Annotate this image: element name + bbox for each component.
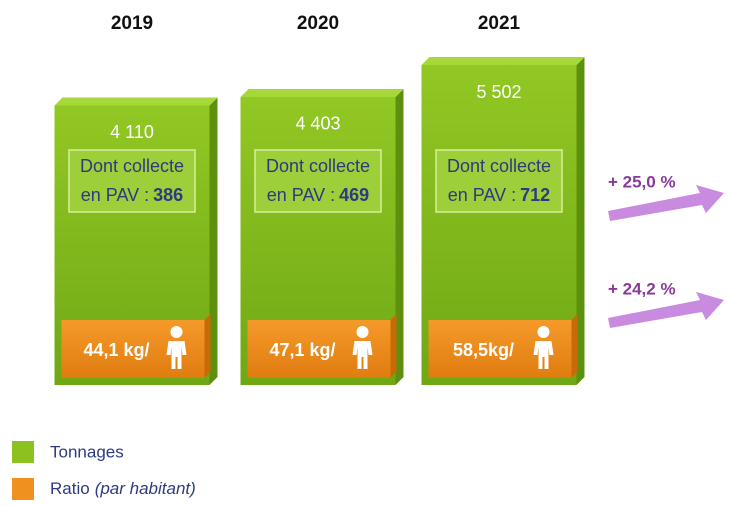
pav-line2: en PAV :469 — [267, 185, 369, 205]
bar-side — [576, 57, 585, 385]
value-label: 4 403 — [295, 114, 340, 134]
pav-line1: Dont collecte — [447, 156, 551, 176]
pav-line1: Dont collecte — [80, 156, 184, 176]
pav-label: en PAV : — [267, 185, 335, 205]
legend-label: Ratio (par habitant) — [50, 479, 196, 498]
legend-subtitle: (par habitant) — [95, 479, 196, 498]
ratio-side — [571, 314, 578, 378]
year-label: 2021 — [478, 13, 521, 34]
value-label: 4 110 — [110, 122, 154, 142]
person-icon — [537, 326, 550, 338]
pav-line1: Dont collecte — [266, 156, 370, 176]
year-label: 2019 — [111, 13, 153, 34]
person-icon — [166, 341, 187, 369]
legend-label: Tonnages — [50, 442, 124, 461]
ratio-side — [390, 314, 397, 378]
pav-line2: en PAV :712 — [448, 185, 550, 205]
person-icon — [356, 326, 369, 338]
value-label: 5 502 — [476, 82, 521, 102]
bar-top — [54, 97, 218, 106]
ratio-side — [204, 314, 211, 378]
annotation: + 25,0 % — [608, 172, 676, 191]
ratio-label: 47,1 kg/ — [269, 340, 335, 360]
pav-line2: en PAV :386 — [81, 185, 183, 205]
bar-side — [209, 97, 218, 385]
bar-top — [240, 88, 404, 97]
legend-name: Ratio — [50, 479, 90, 498]
pav-value: 386 — [153, 185, 183, 205]
annotation: + 24,2 % — [608, 279, 676, 298]
pav-label: en PAV : — [81, 185, 149, 205]
pav-label: en PAV : — [448, 185, 516, 205]
ratio-label: 44,1 kg/ — [83, 340, 149, 360]
trend-arrow — [608, 292, 724, 328]
person-icon — [352, 341, 373, 369]
ratio-label: 58,5kg/ — [453, 340, 514, 360]
person-icon — [533, 341, 554, 369]
legend-swatch — [12, 441, 34, 463]
trend-arrow — [608, 185, 724, 221]
pav-box — [254, 149, 382, 213]
legend-swatch — [12, 478, 34, 500]
bar-side — [395, 88, 404, 385]
person-icon — [170, 326, 183, 338]
pav-value: 469 — [339, 185, 369, 205]
pav-box — [435, 149, 563, 213]
pav-box — [68, 149, 196, 213]
pav-value: 712 — [520, 185, 550, 205]
year-label: 2020 — [297, 13, 339, 34]
bar-top — [421, 57, 585, 65]
